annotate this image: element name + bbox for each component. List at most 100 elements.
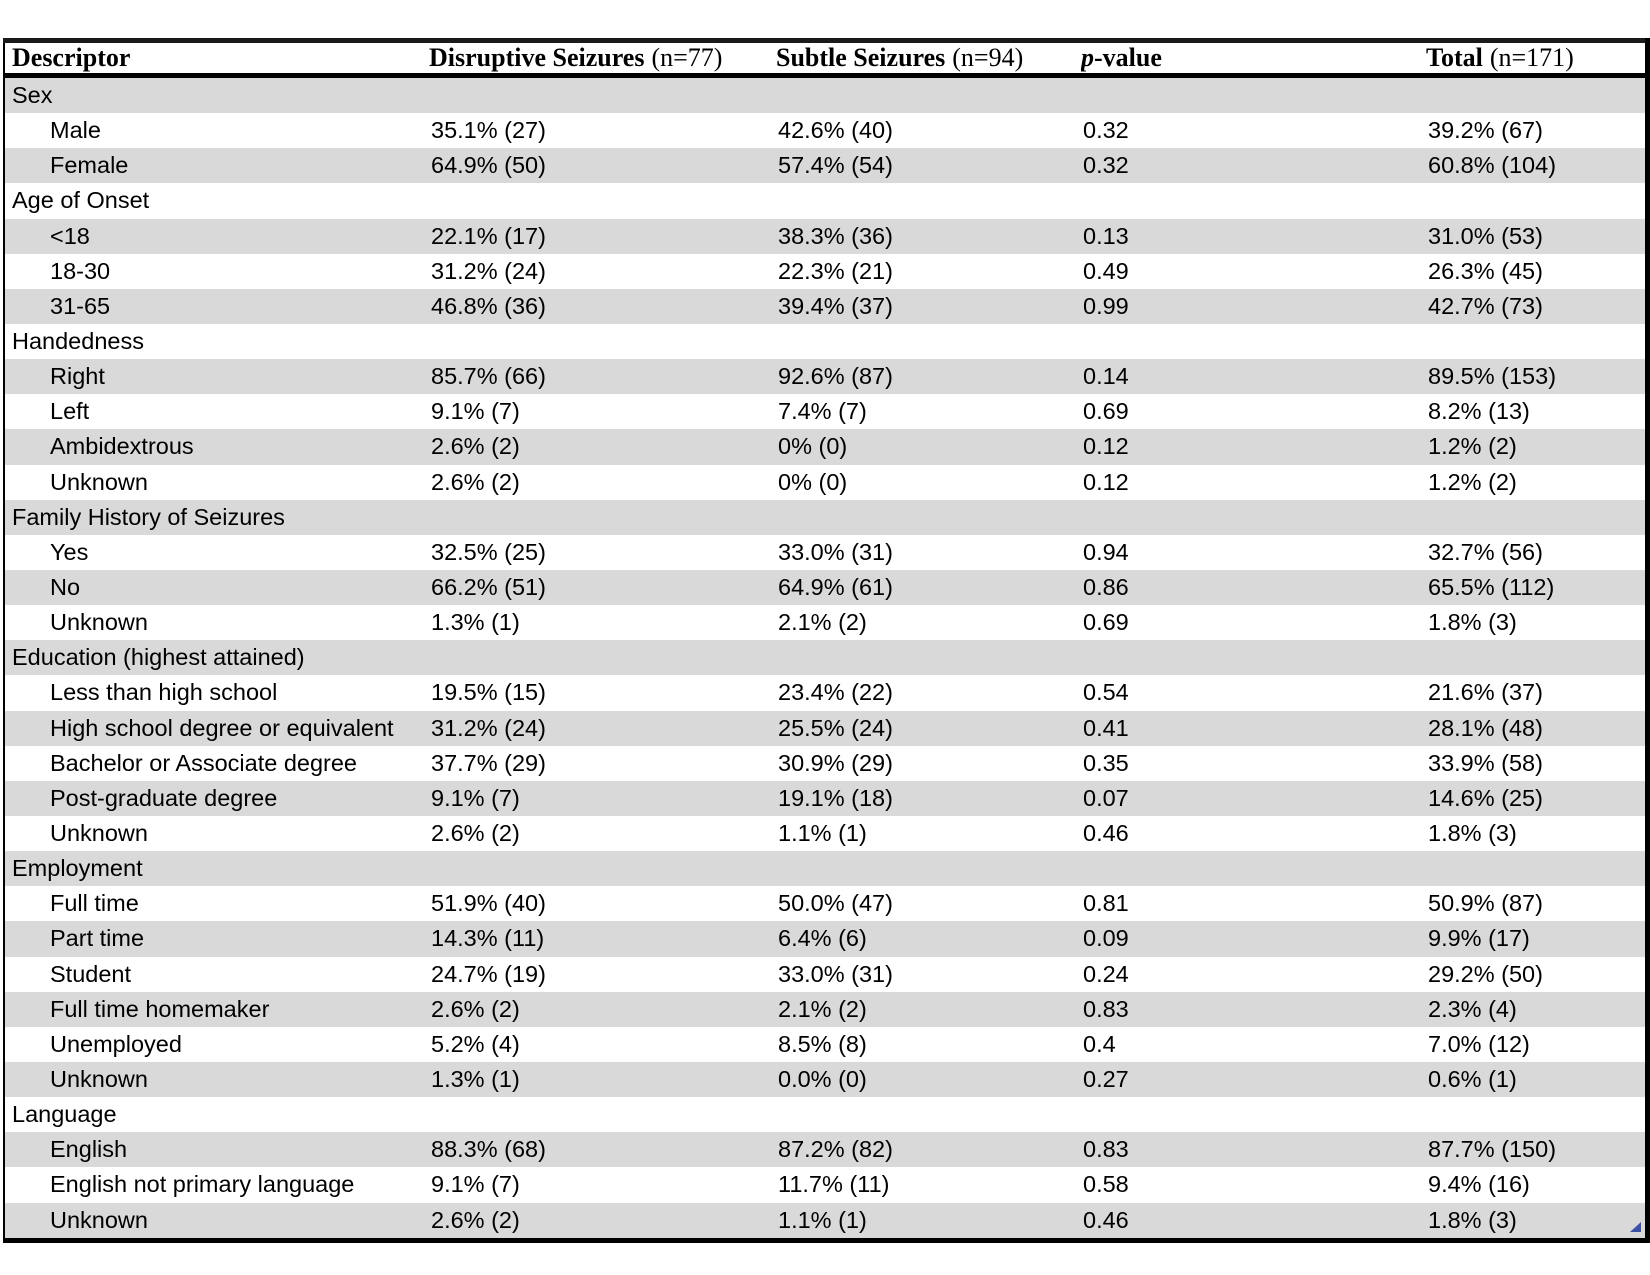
table-row: Female 64.9% (50) 57.4% (54) 0.32 60.8% (104… (4, 148, 1647, 184)
row-label: Left (50, 398, 90, 425)
subtle-value: 50.0% (47) (778, 890, 893, 917)
total-value: 1.2% (2) (1428, 468, 1517, 495)
row-label: English not primary language (50, 1171, 355, 1198)
table-row: Full time 51.9% (40) 50.0% (47) 0.81 50.9% (… (4, 886, 1647, 921)
section-label: Education (highest attained) (12, 644, 305, 671)
table-row: Less than high school 19.5% (15) 23.4% (22… (4, 675, 1647, 710)
p-value: 0.32 (1083, 152, 1129, 179)
disruptive-value: 5.2% (4) (431, 1030, 520, 1057)
total-value: 29.2% (50) (1428, 960, 1543, 987)
disruptive-value: 46.8% (36) (431, 292, 546, 319)
p-value: 0.46 (1083, 1206, 1129, 1233)
table-row: Left 9.1% (7) 7.4% (7) 0.69 8.2% (13) (4, 394, 1647, 429)
p-value: 0.12 (1083, 468, 1129, 495)
section-row: Family History of Seizures (4, 499, 1647, 535)
disruptive-value: 85.7% (66) (431, 363, 546, 390)
row-label: Male (50, 117, 101, 144)
table-resize-handle-icon[interactable] (1630, 1222, 1641, 1232)
table-row: Yes 32.5% (25) 33.0% (31) 0.94 32.7% (56) (4, 535, 1647, 570)
subtle-value: 64.9% (61) (778, 574, 893, 601)
table-row: Unknown 1.3% (1) 2.1% (2) 0.69 1.8% (3) (4, 605, 1647, 640)
table-row: High school degree or equivalent 31.2% (2… (4, 710, 1647, 746)
subtle-value: 11.7% (11) (778, 1171, 890, 1198)
table-row: Unknown 2.6% (2) 0% (0) 0.12 1.2% (2) (4, 465, 1647, 500)
section-label: Language (12, 1101, 117, 1128)
section-label: Employment (12, 855, 143, 882)
subtle-header-label: Subtle Seizures (776, 43, 946, 72)
p-value: 0.24 (1083, 960, 1129, 987)
total-value: 9.4% (16) (1428, 1171, 1530, 1198)
table-row: English not primary language 9.1% (7) 11.7… (4, 1167, 1647, 1202)
section-row: Employment (4, 851, 1647, 887)
subtle-value: 0% (0) (778, 433, 848, 460)
disruptive-value: 2.6% (2) (431, 468, 520, 495)
row-label: Unemployed (50, 1030, 182, 1057)
demographics-table: Descriptor Disruptive Seizures (n=77) Sub… (3, 38, 1650, 1243)
disruptive-value: 32.5% (25) (431, 538, 546, 565)
table-row: <18 22.1% (17) 38.3% (36) 0.13 31.0% (53) (4, 218, 1647, 254)
row-label: Yes (50, 538, 89, 565)
subtle-value: 2.1% (2) (778, 609, 867, 636)
disruptive-value: 1.3% (1) (431, 1066, 520, 1092)
row-label: 18-30 (50, 257, 111, 284)
disruptive-value: 35.1% (27) (431, 117, 546, 144)
p-value: 0.09 (1083, 925, 1129, 952)
disruptive-value: 31.2% (24) (431, 257, 546, 284)
table-row: Part time 14.3% (11) 6.4% (6) 0.09 9.9% (17) (4, 921, 1647, 957)
p-value: 0.46 (1083, 820, 1129, 847)
disruptive-header-label: Disruptive Seizures (429, 43, 645, 72)
subtle-value: 39.4% (37) (778, 292, 893, 319)
row-label: <18 (50, 222, 90, 249)
row-label: Unknown (50, 468, 148, 495)
row-label: Student (50, 960, 132, 987)
section-label: Handedness (12, 328, 144, 355)
subtle-value: 25.5% (24) (778, 714, 893, 741)
total-value: 0.6% (1) (1428, 1066, 1517, 1092)
p-value: 0.86 (1083, 574, 1129, 601)
row-label: Unknown (50, 609, 148, 636)
subtle-value: 22.3% (21) (778, 257, 893, 284)
total-value: 60.8% (104) (1428, 152, 1557, 179)
subtle-value: 57.4% (54) (778, 152, 893, 179)
row-label: Female (50, 152, 129, 179)
total-value: 28.1% (48) (1428, 714, 1543, 741)
p-value: 0.83 (1083, 995, 1129, 1022)
total-value: 26.3% (45) (1428, 257, 1543, 284)
subtle-value: 1.1% (1) (778, 1206, 867, 1233)
table-row: Full time homemaker 2.6% (2) 2.1% (2) 0.83 2… (4, 991, 1647, 1027)
disruptive-value: 2.6% (2) (431, 995, 520, 1022)
col-header-disruptive-seizures: Disruptive Seizures (n=77) (429, 40, 776, 78)
total-header-n: (n=171) (1489, 43, 1574, 72)
section-row: Age of Onset (4, 183, 1647, 218)
p-value: 0.4 (1083, 1030, 1116, 1057)
total-value: 31.0% (53) (1428, 222, 1543, 249)
table-row: No 66.2% (51) 64.9% (61) 0.86 65.5% (112) (4, 569, 1647, 606)
row-label: English (50, 1136, 128, 1163)
total-value: 39.2% (67) (1428, 117, 1543, 144)
section-label: Age of Onset (12, 187, 150, 214)
section-label: Family History of Seizures (12, 503, 285, 530)
row-label: 31-65 (50, 292, 111, 319)
table-row: Ambidextrous 2.6% (2) 0% (0) 0.12 1.2% (2) (4, 429, 1647, 465)
subtle-value: 33.0% (31) (778, 960, 893, 987)
table-row: Unknown 2.6% (2) 1.1% (1) 0.46 1.8% (3) (4, 1202, 1647, 1241)
total-value: 89.5% (153) (1428, 363, 1557, 390)
row-label: Part time (50, 925, 145, 952)
total-header-label: Total (1426, 43, 1483, 72)
table-row: English 88.3% (68) 87.2% (82) 0.83 87.7% (15… (4, 1132, 1647, 1168)
disruptive-value: 9.1% (7) (431, 398, 520, 425)
p-value: 0.83 (1083, 1136, 1129, 1163)
row-label: Unknown (50, 1066, 148, 1092)
subtle-value: 8.5% (8) (778, 1030, 867, 1057)
row-label: High school degree or equivalent (50, 714, 394, 741)
row-label: Post-graduate degree (50, 784, 278, 811)
p-value: 0.69 (1083, 609, 1129, 636)
table-row: Bachelor or Associate degree 37.7% (29) 30… (4, 746, 1647, 781)
row-label: Unknown (50, 820, 148, 847)
disruptive-value: 37.7% (29) (431, 749, 546, 776)
p-value-header-rest: -value (1094, 43, 1162, 72)
disruptive-value: 22.1% (17) (431, 222, 546, 249)
subtle-value: 92.6% (87) (778, 363, 893, 390)
subtle-value: 23.4% (22) (778, 679, 893, 706)
